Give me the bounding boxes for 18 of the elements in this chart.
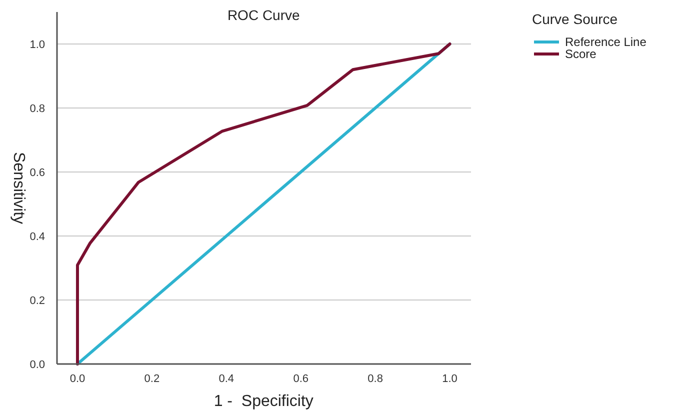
y-tick-label: 0.2 [30,294,45,307]
legend-title: Curve Source [532,11,618,27]
y-tick-label: 0.8 [30,102,45,115]
x-tick-label: 0.2 [144,373,160,385]
y-tick-label: 0.0 [30,358,45,371]
x-tick-label: 0.6 [293,373,309,385]
x-tick-label: 0.8 [368,373,383,385]
x-tick-label: 0.4 [218,373,234,385]
y-tick-label: 1.0 [30,38,45,51]
chart-title: ROC Curve [227,7,300,23]
y-tick-label: 0.4 [30,230,45,243]
x-tick-label: 0.0 [70,373,86,385]
x-axis-title: 1 - Specificity [214,393,314,410]
x-tick-label: 1.0 [442,373,458,385]
legend-label: Reference Line [565,35,647,50]
y-axis-title: Sensitivity [10,152,27,224]
legend-label: Score [565,47,597,62]
y-tick-label: 0.6 [30,166,45,179]
